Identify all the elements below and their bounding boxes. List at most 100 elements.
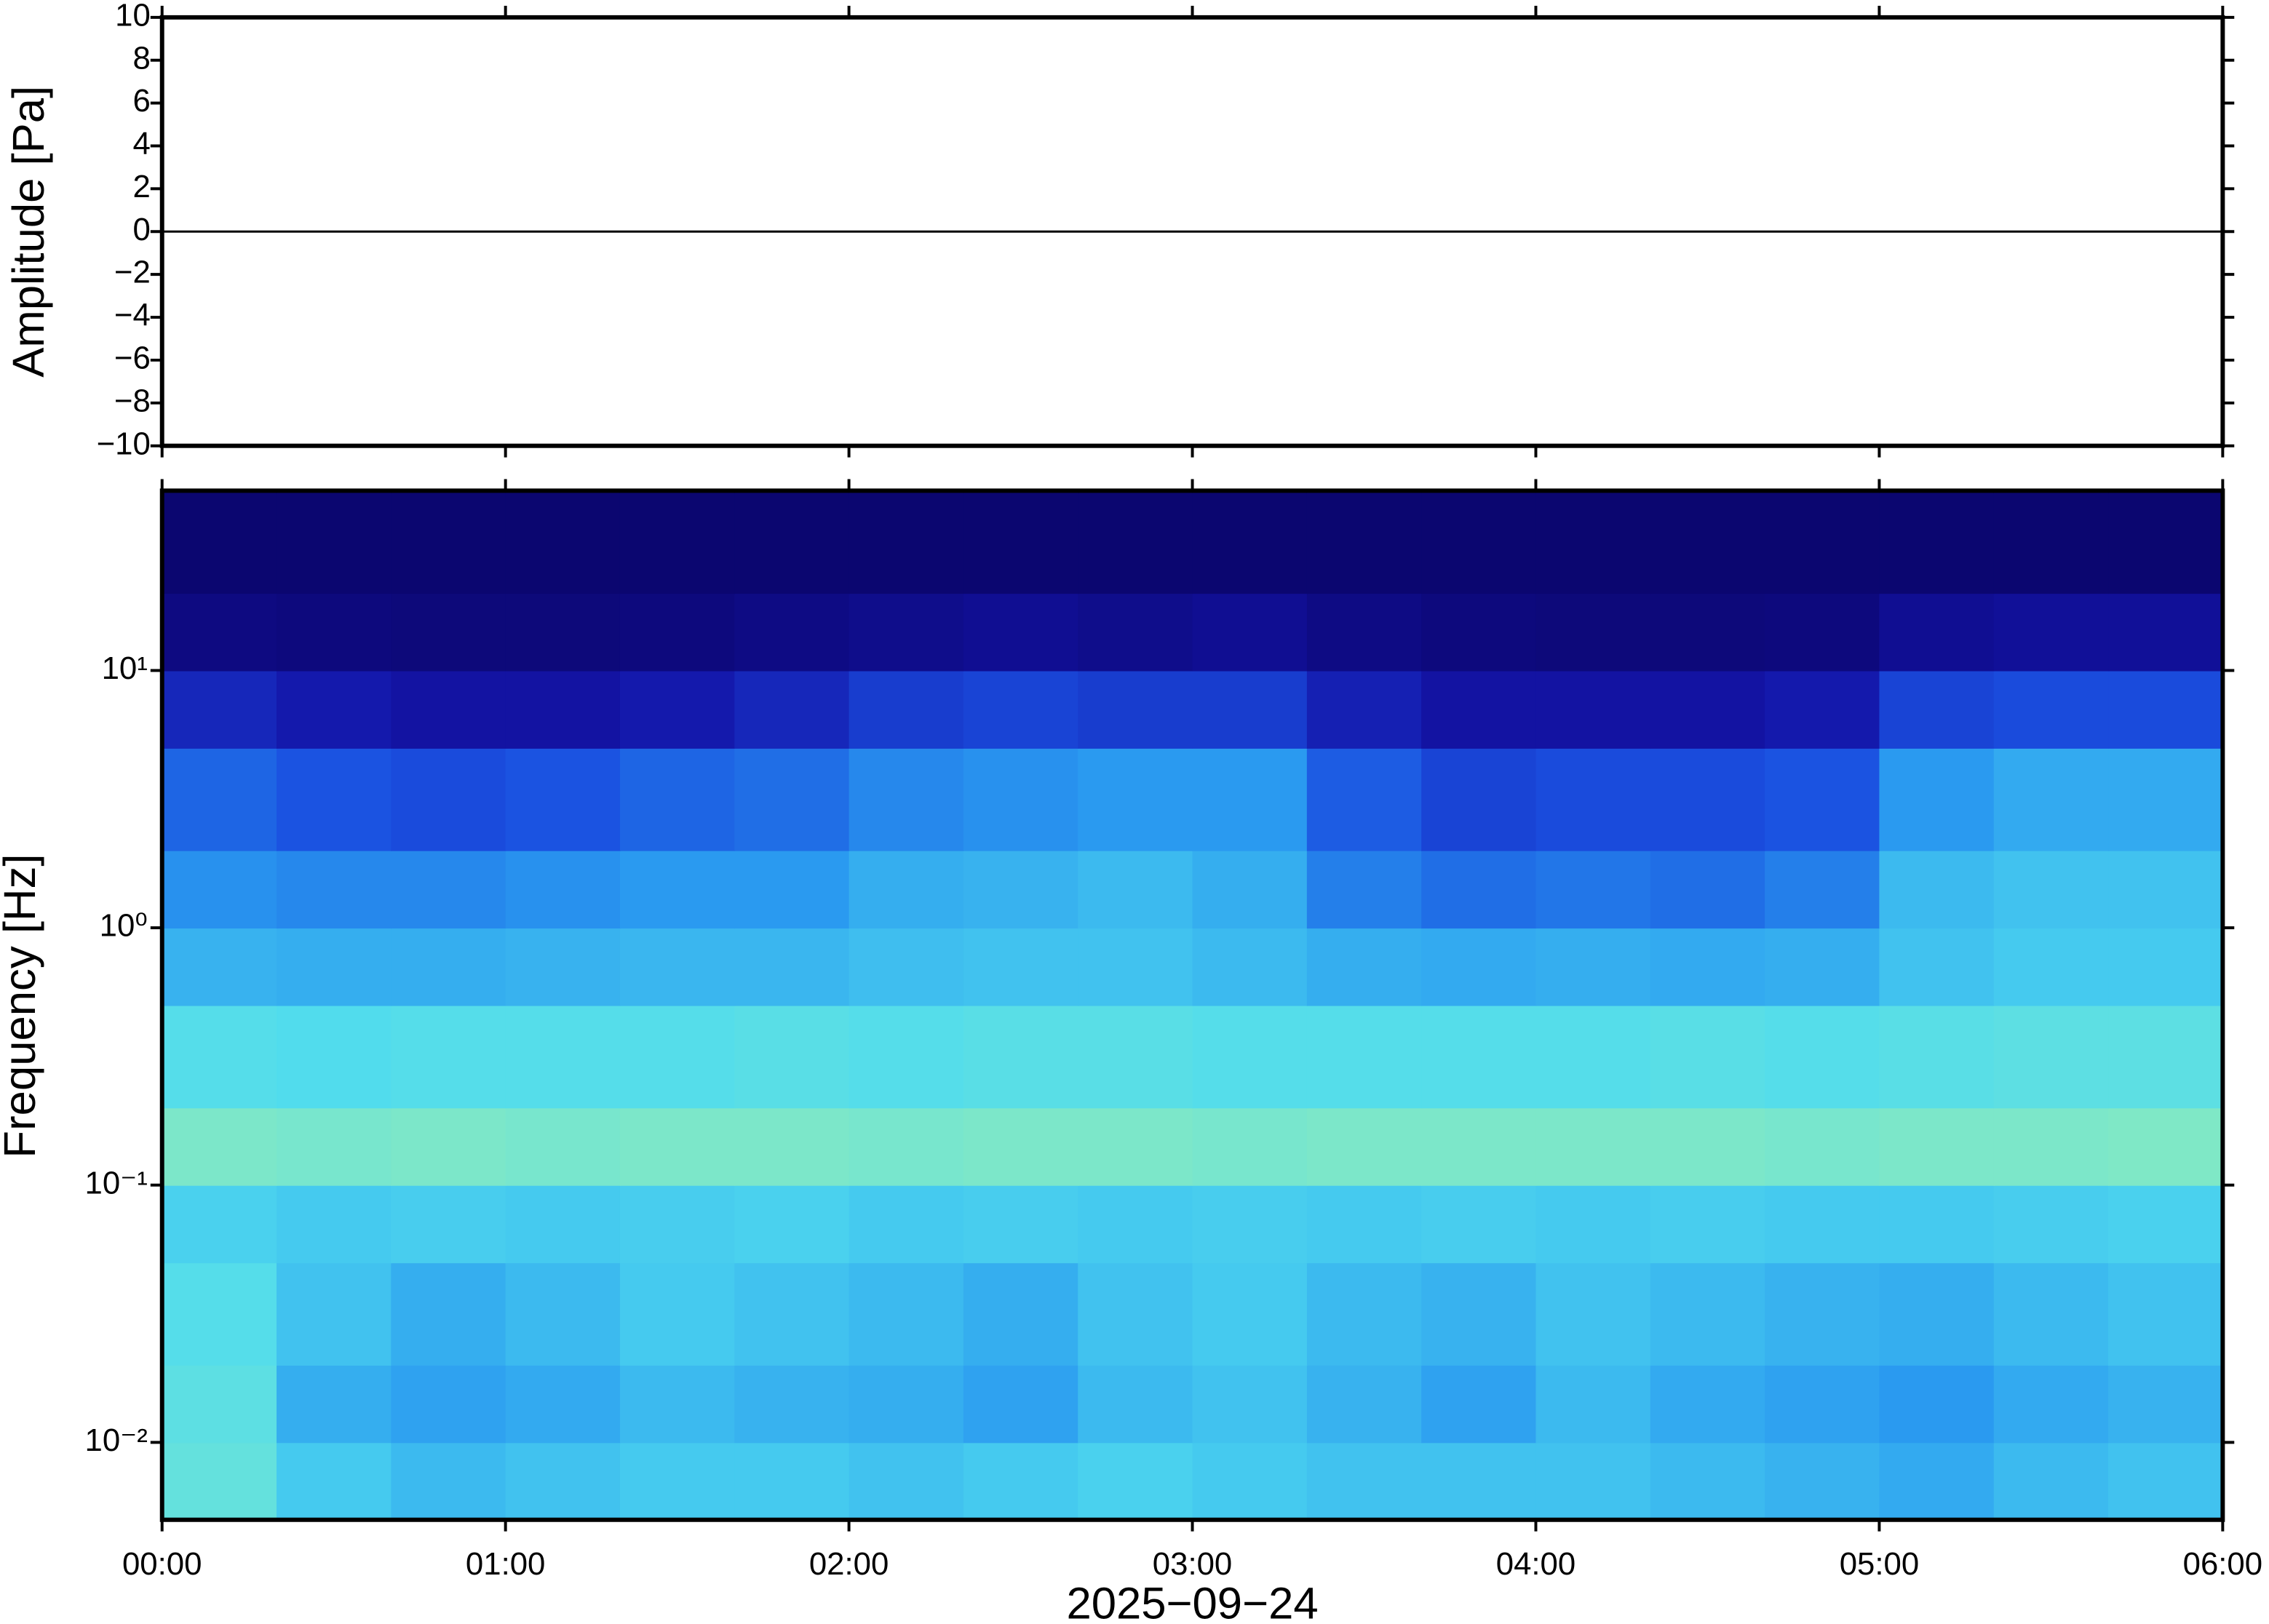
- spectrogram-cell: [619, 593, 736, 672]
- spectrogram-cell: [1879, 1107, 1995, 1186]
- x-tick-label: 02:00: [809, 1546, 889, 1582]
- spectrogram-cell: [1650, 1185, 1766, 1264]
- spectrogram-cell: [1078, 1005, 1193, 1109]
- spectrogram-cell: [1650, 593, 1766, 672]
- spectrogram-cell: [1765, 1442, 1880, 1521]
- spectrogram-cell: [1650, 670, 1766, 749]
- spectrogram-cell: [162, 1364, 278, 1444]
- spectrogram-cell: [734, 747, 850, 851]
- spectrogram-cell: [1993, 1262, 2110, 1366]
- spectrogram-cell: [1192, 1005, 1308, 1109]
- spectrogram-cell: [734, 1442, 850, 1521]
- spectrogram-cell: [1879, 593, 1995, 672]
- x-axis-label: 2025−09−24: [1066, 1578, 1318, 1624]
- spectrogram-cell: [1078, 670, 1193, 749]
- spectrogram-cell: [1078, 593, 1193, 672]
- spectrogram-cell: [849, 1005, 964, 1109]
- spectrogram-cell: [963, 593, 1079, 672]
- spectrogram-cell: [1535, 593, 1651, 672]
- spectrogram-cell: [1535, 747, 1651, 851]
- spectrogram-cell: [1993, 490, 2110, 594]
- spectrogram-cell: [1192, 1364, 1308, 1444]
- spectrogram-cell: [1421, 1185, 1537, 1264]
- spectrogram-cell: [1879, 747, 1995, 851]
- spectrogram-cell: [2108, 490, 2224, 594]
- y-tick-label: 8: [132, 40, 150, 76]
- spectrogram-cell: [849, 850, 964, 929]
- spectrogram-cell: [1993, 1107, 2110, 1186]
- y-tick-label: 10¹: [102, 650, 148, 686]
- spectrogram-cell: [1078, 850, 1193, 929]
- y-axis-label: Frequency [Hz]: [0, 854, 45, 1158]
- spectrogram-cell: [1765, 1185, 1880, 1264]
- spectrogram-cell: [1879, 1185, 1995, 1264]
- x-tick-label: 03:00: [1153, 1546, 1232, 1582]
- spectrogram-cell: [1993, 747, 2110, 851]
- spectrogram-cell: [1535, 1364, 1651, 1444]
- spectrogram-cell: [1650, 850, 1766, 929]
- spectrogram-cell: [1535, 1107, 1651, 1186]
- spectrogram-cell: [162, 1005, 278, 1109]
- spectrogram-cell: [963, 1262, 1079, 1366]
- spectrogram-cell: [391, 1442, 506, 1521]
- spectrogram-cell: [1078, 490, 1193, 594]
- spectrogram-cell: [1650, 1364, 1766, 1444]
- spectrogram-cell: [1993, 593, 2110, 672]
- spectrogram-cell: [277, 1005, 392, 1109]
- spectrogram-cell: [1765, 1262, 1880, 1366]
- spectrogram: [162, 490, 2224, 1521]
- spectrogram-cell: [963, 1005, 1079, 1109]
- spectrogram-cell: [391, 490, 506, 594]
- spectrogram-cell: [1421, 490, 1537, 594]
- spectrogram-cell: [1306, 593, 1423, 672]
- plot-frame: [159, 488, 2225, 1522]
- spectrogram-cell: [1192, 1107, 1308, 1186]
- spectrogram-cell: [1192, 850, 1308, 929]
- spectrogram-cell: [963, 670, 1079, 749]
- spectrogram-cell: [963, 928, 1079, 1006]
- spectrogram-cell: [1765, 593, 1880, 672]
- spectrogram-cell: [1650, 928, 1766, 1006]
- y-axis-label: Amplitude [Pa]: [4, 86, 54, 378]
- spectrogram-cell: [1993, 1005, 2110, 1109]
- spectrogram-cell: [505, 1185, 621, 1264]
- spectrogram-cell: [1078, 928, 1193, 1006]
- spectrogram-cell: [162, 850, 278, 929]
- x-tick-label: 06:00: [2183, 1546, 2262, 1582]
- spectrogram-cell: [391, 593, 506, 672]
- spectrogram-cell: [277, 1107, 392, 1186]
- spectrogram-cell: [1765, 747, 1880, 851]
- x-tick-label: 00:00: [122, 1546, 202, 1582]
- spectrogram-cell: [2108, 593, 2224, 672]
- spectrogram-cell: [1535, 1262, 1651, 1366]
- spectrogram-cell: [1535, 670, 1651, 749]
- spectrogram-cell: [734, 850, 850, 929]
- spectrogram-cell: [1192, 747, 1308, 851]
- spectrogram-cell: [1993, 1364, 2110, 1444]
- spectrogram-cell: [277, 1185, 392, 1264]
- spectrogram-cell: [277, 1262, 392, 1366]
- spectrogram-cell: [2108, 747, 2224, 851]
- spectrogram-cell: [1650, 1262, 1766, 1366]
- spectrogram-cell: [2108, 1107, 2224, 1186]
- spectrogram-cell: [734, 1005, 850, 1109]
- spectrogram-cell: [277, 490, 392, 594]
- spectrogram-cell: [963, 747, 1079, 851]
- spectrogram-cell: [162, 1442, 278, 1521]
- spectrogram-cell: [1535, 1442, 1651, 1521]
- y-tick-label: −2: [114, 255, 151, 290]
- spectrogram-cell: [619, 1364, 736, 1444]
- spectrogram-cell: [1993, 928, 2110, 1006]
- spectrogram-cell: [619, 670, 736, 749]
- spectrogram-cell: [1421, 747, 1537, 851]
- spectrogram-cell: [619, 928, 736, 1006]
- spectrogram-cell: [1650, 1005, 1766, 1109]
- spectrogram-cell: [963, 850, 1079, 929]
- spectrogram-cell: [1535, 850, 1651, 929]
- spectrogram-cell: [277, 670, 392, 749]
- spectrogram-cell: [734, 928, 850, 1006]
- spectrogram-cell: [505, 1364, 621, 1444]
- spectrogram-cell: [1421, 1442, 1537, 1521]
- spectrogram-cell: [849, 747, 964, 851]
- spectrogram-cell: [505, 1107, 621, 1186]
